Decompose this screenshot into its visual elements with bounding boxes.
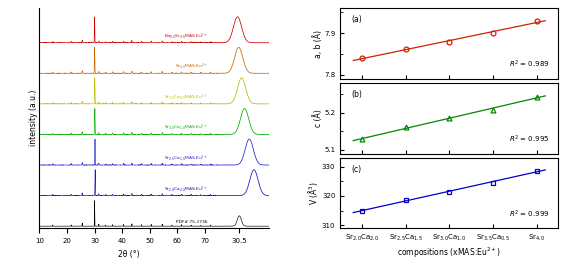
Text: (a): (a) bbox=[351, 15, 362, 24]
X-axis label: 2θ (°): 2θ (°) bbox=[118, 249, 140, 258]
Text: PDF# 75-1736: PDF# 75-1736 bbox=[176, 220, 208, 224]
Text: (b): (b) bbox=[351, 90, 362, 99]
Y-axis label: V (Å$^3$): V (Å$^3$) bbox=[306, 181, 320, 205]
Text: $R^2$ = 0.995: $R^2$ = 0.995 bbox=[509, 134, 550, 145]
Text: $R^2$ = 0.989: $R^2$ = 0.989 bbox=[509, 59, 550, 70]
Text: Sr$_{2.5}$Ca$_{1.5}$MAS:Eu$^{2+}$: Sr$_{2.5}$Ca$_{1.5}$MAS:Eu$^{2+}$ bbox=[164, 153, 208, 163]
Text: Sr$_{3.5}$Ca$_{0.5}$MAS:Eu$^{2+}$: Sr$_{3.5}$Ca$_{0.5}$MAS:Eu$^{2+}$ bbox=[164, 92, 208, 102]
Text: Sr$_{4.0}$MAS:Eu$^{2+}$: Sr$_{4.0}$MAS:Eu$^{2+}$ bbox=[175, 61, 208, 71]
Text: Sr$_{3.0}$Ca$_{1.0}$MAS:Eu$^{2+}$: Sr$_{3.0}$Ca$_{1.0}$MAS:Eu$^{2+}$ bbox=[164, 122, 208, 132]
Y-axis label: intensity (a.u.): intensity (a.u.) bbox=[29, 90, 38, 146]
Text: Sr$_{2.0}$Ca$_{2.0}$MAS:Eu$^{2+}$: Sr$_{2.0}$Ca$_{2.0}$MAS:Eu$^{2+}$ bbox=[164, 184, 208, 194]
X-axis label: compositions (xMAS:Eu$^{2+}$): compositions (xMAS:Eu$^{2+}$) bbox=[397, 246, 501, 260]
Text: (c): (c) bbox=[351, 165, 361, 174]
Text: $R^2$ = 0.999: $R^2$ = 0.999 bbox=[509, 208, 550, 220]
Y-axis label: c (Å): c (Å) bbox=[313, 109, 323, 127]
Text: Ba$_{0.5}$Sr$_{3.5}$MAS:Eu$^{2+}$: Ba$_{0.5}$Sr$_{3.5}$MAS:Eu$^{2+}$ bbox=[164, 31, 208, 41]
Y-axis label: a, b (Å): a, b (Å) bbox=[313, 29, 323, 57]
